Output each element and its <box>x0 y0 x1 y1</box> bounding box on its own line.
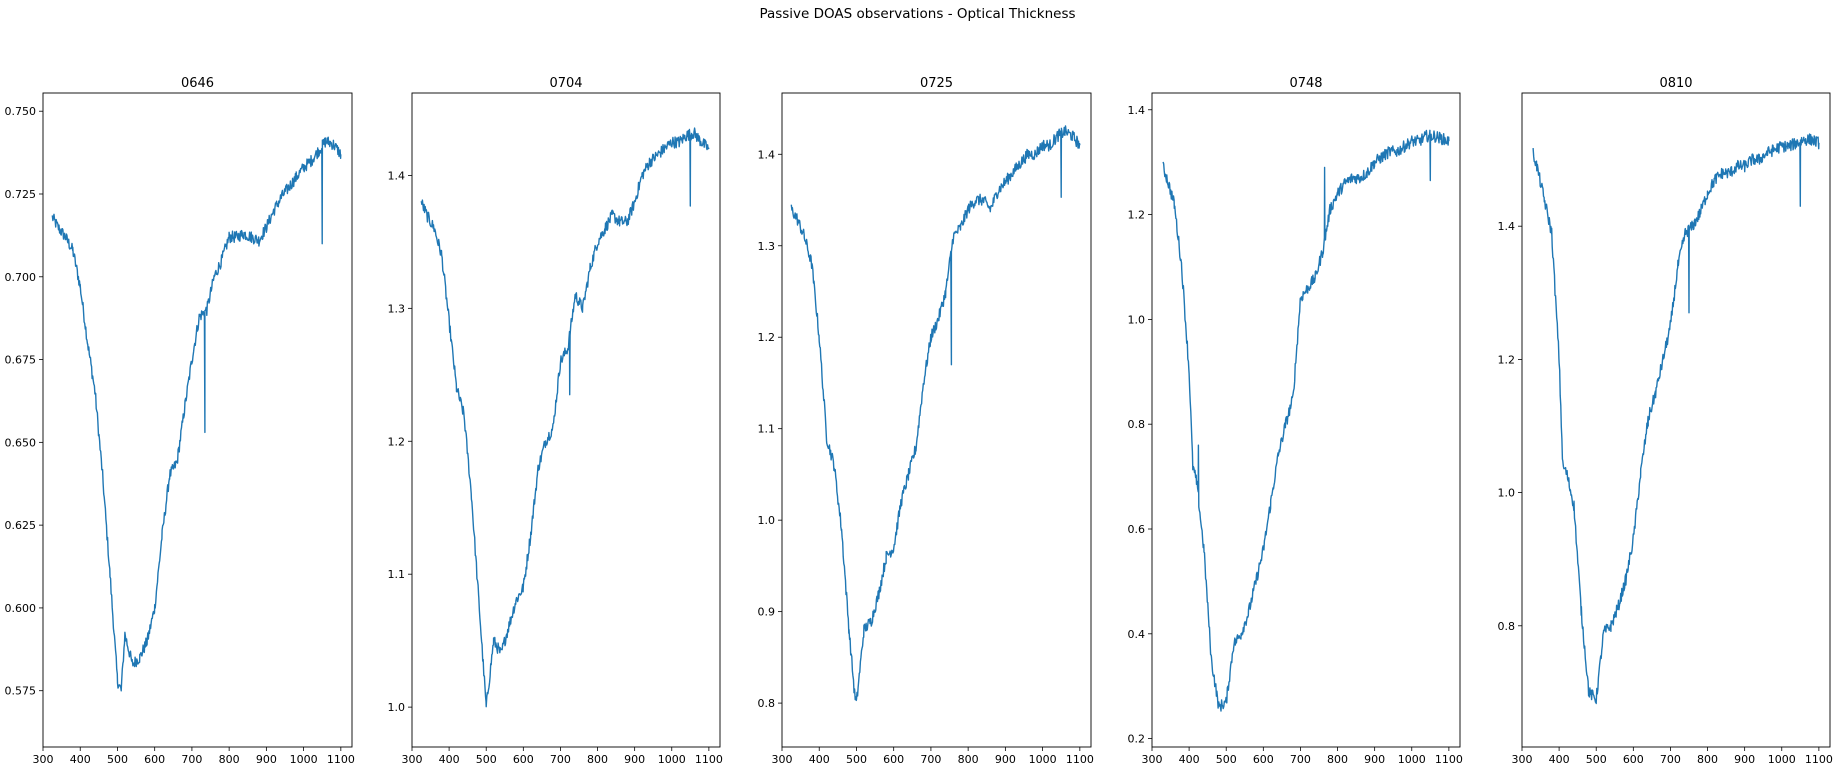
series-line <box>790 125 1081 702</box>
x-tick-label: 900 <box>256 753 277 766</box>
x-tick-label: 1000 <box>1768 753 1796 766</box>
x-tick-label: 600 <box>883 753 904 766</box>
y-tick-label: 0.8 <box>1498 620 1516 633</box>
y-tick-label: 0.700 <box>5 271 37 284</box>
x-tick-label: 1000 <box>1029 753 1057 766</box>
y-tick-label: 1.2 <box>388 435 406 448</box>
x-tick-label: 600 <box>144 753 165 766</box>
x-tick-label: 300 <box>33 753 54 766</box>
subplot-title: 0646 <box>181 76 214 91</box>
y-tick-label: 0.2 <box>1128 733 1146 746</box>
y-tick-label: 0.650 <box>5 436 37 449</box>
x-tick-label: 1100 <box>1805 753 1833 766</box>
y-tick-label: 0.8 <box>758 697 776 710</box>
x-tick-label: 400 <box>1549 753 1570 766</box>
x-tick-label: 400 <box>70 753 91 766</box>
x-tick-label: 1100 <box>695 753 723 766</box>
y-tick-label: 1.4 <box>388 169 406 182</box>
y-tick-label: 1.0 <box>1128 313 1146 326</box>
x-tick-label: 1100 <box>1066 753 1094 766</box>
x-tick-label: 300 <box>402 753 423 766</box>
x-tick-label: 700 <box>1290 753 1311 766</box>
y-tick-label: 0.625 <box>5 519 37 532</box>
x-tick-label: 400 <box>439 753 460 766</box>
y-tick-label: 1.0 <box>388 701 406 714</box>
subplot-0810: 0810 300 400 500 600 700 800 900 1000 1100 0.8 1.0 1… <box>1498 76 1833 766</box>
y-tick-label: 1.0 <box>758 514 776 527</box>
x-tick-label: 500 <box>846 753 867 766</box>
x-tick-label: 700 <box>550 753 571 766</box>
x-tick-label: 900 <box>1734 753 1755 766</box>
y-tick-label: 1.3 <box>388 302 406 315</box>
x-tick-label: 300 <box>772 753 793 766</box>
subplot-title: 0810 <box>1659 76 1692 91</box>
y-tick-label: 1.0 <box>1498 487 1516 500</box>
y-tick-label: 0.725 <box>5 188 37 201</box>
x-tick-label: 800 <box>1697 753 1718 766</box>
x-tick-label: 600 <box>513 753 534 766</box>
x-tick-label: 400 <box>809 753 830 766</box>
x-tick-label: 300 <box>1512 753 1533 766</box>
subplot-title: 0704 <box>549 76 582 91</box>
x-tick-label: 800 <box>219 753 240 766</box>
y-tick-label: 1.4 <box>1498 220 1516 233</box>
x-tick-label: 800 <box>587 753 608 766</box>
series-line <box>420 127 710 708</box>
x-tick-label: 800 <box>958 753 979 766</box>
x-tick-label: 600 <box>1623 753 1644 766</box>
subplot-title: 0748 <box>1289 76 1322 91</box>
subplot-0725: 0725 300 400 500 600 700 800 900 1000 1100 0.8 0.9 1… <box>758 76 1094 766</box>
x-tick-label: 300 <box>1142 753 1163 766</box>
x-tick-label: 700 <box>1660 753 1681 766</box>
series-line <box>1532 133 1820 705</box>
subplot-title: 0725 <box>920 76 953 91</box>
x-tick-label: 500 <box>1216 753 1237 766</box>
y-tick-label: 1.2 <box>758 331 776 344</box>
x-tick-label: 500 <box>1586 753 1607 766</box>
axes-frame <box>781 92 1092 748</box>
subplot-0748: 0748 300 400 500 600 700 800 900 1000 1100 0.2 0.4 0… <box>1128 76 1463 766</box>
x-tick-label: 600 <box>1253 753 1274 766</box>
x-tick-label: 900 <box>1364 753 1385 766</box>
x-tick-label: 900 <box>995 753 1016 766</box>
y-tick-label: 0.6 <box>1128 523 1146 536</box>
y-tick-label: 0.8 <box>1128 418 1146 431</box>
subplot-0704: 0704 300 400 500 600 700 800 900 1000 1100 1.0 1.1 1… <box>388 76 723 766</box>
y-tick-label: 0.9 <box>758 606 776 619</box>
y-tick-label: 0.4 <box>1128 628 1146 641</box>
y-tick-label: 0.600 <box>5 602 37 615</box>
x-tick-label: 1100 <box>327 753 355 766</box>
y-tick-label: 1.1 <box>388 568 406 581</box>
x-tick-label: 800 <box>1327 753 1348 766</box>
y-tick-label: 1.2 <box>1128 209 1146 222</box>
x-tick-label: 400 <box>1179 753 1200 766</box>
x-tick-label: 700 <box>920 753 941 766</box>
axes-frame <box>42 92 353 748</box>
x-tick-label: 700 <box>181 753 202 766</box>
series-line <box>51 136 342 692</box>
x-tick-label: 900 <box>624 753 645 766</box>
axes-frame <box>1521 92 1831 748</box>
figure-suptitle: Passive DOAS observations - Optical Thic… <box>759 6 1076 22</box>
axes-frame <box>411 92 721 748</box>
y-tick-label: 1.4 <box>758 148 776 161</box>
y-tick-label: 0.675 <box>5 354 37 367</box>
x-tick-label: 1000 <box>658 753 686 766</box>
y-tick-label: 1.3 <box>758 240 776 253</box>
x-tick-label: 1000 <box>1398 753 1426 766</box>
y-tick-label: 1.1 <box>758 423 776 436</box>
axes-frame <box>1151 92 1461 748</box>
y-tick-label: 1.4 <box>1128 104 1146 117</box>
x-tick-label: 500 <box>476 753 497 766</box>
series-line <box>1162 129 1450 712</box>
subplot-0646: 0646 300 400 500 600 700 800 900 1000 1100 0.575 0.… <box>5 76 355 766</box>
x-tick-label: 1100 <box>1435 753 1463 766</box>
x-tick-label: 500 <box>107 753 128 766</box>
y-tick-label: 0.575 <box>5 685 37 698</box>
x-tick-label: 1000 <box>290 753 318 766</box>
y-tick-label: 0.750 <box>5 105 37 118</box>
y-tick-label: 1.2 <box>1498 353 1516 366</box>
